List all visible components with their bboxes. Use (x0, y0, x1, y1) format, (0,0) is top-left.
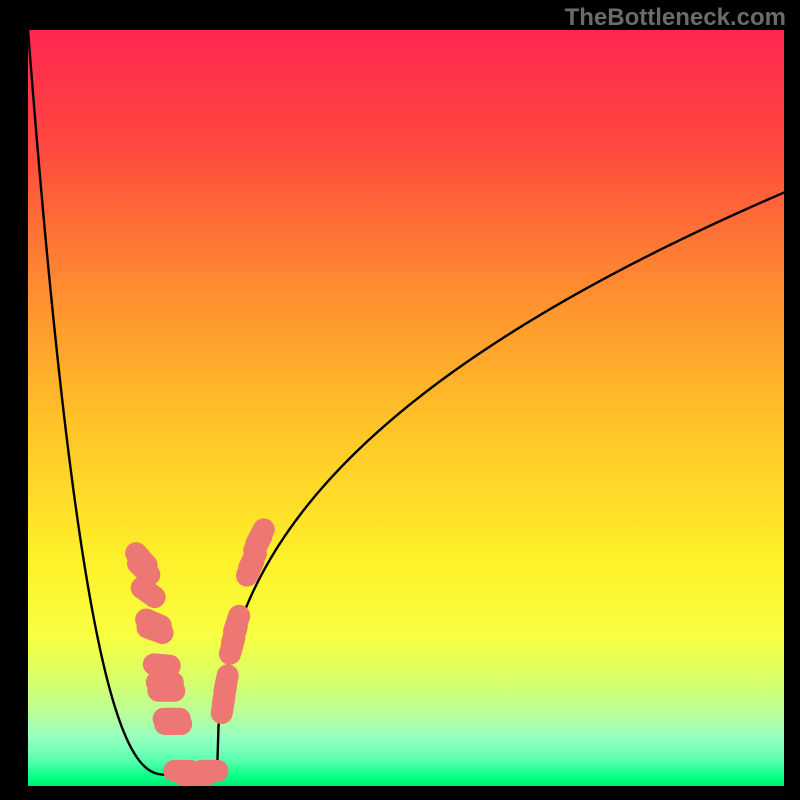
data-marker (256, 529, 263, 543)
data-marker (147, 628, 162, 633)
data-marker (234, 616, 239, 631)
data-marker (224, 675, 227, 691)
data-marker (154, 664, 170, 665)
watermark-text: TheBottleneck.com (565, 4, 786, 32)
bottleneck-curve-chart (28, 30, 784, 786)
data-marker (142, 588, 155, 597)
plot-area (28, 30, 784, 786)
data-marker (138, 563, 149, 574)
chart-frame: TheBottleneck.com (0, 0, 800, 800)
